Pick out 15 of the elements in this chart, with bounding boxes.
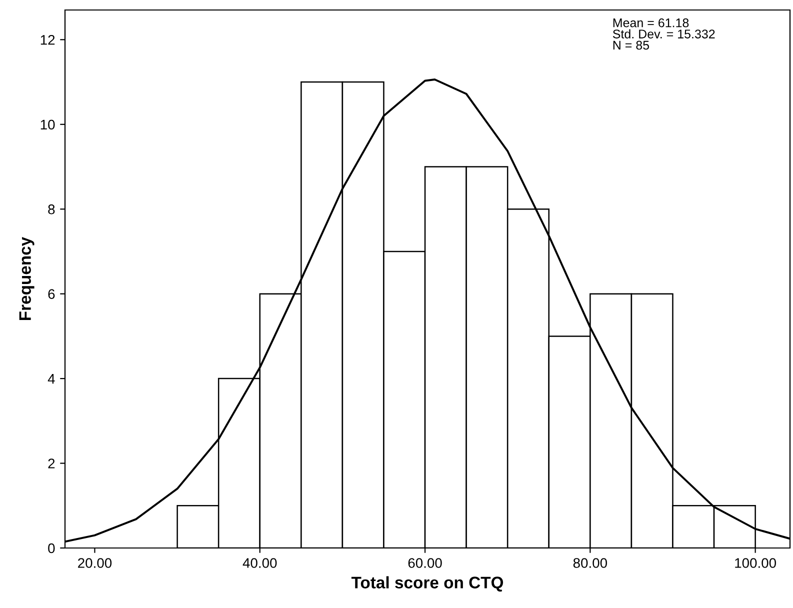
- y-tick-label: 8: [48, 204, 55, 214]
- x-tick-label: 100.00: [735, 558, 776, 568]
- x-tick-label: 60.00: [408, 558, 442, 568]
- y-tick-label: 12: [40, 34, 55, 45]
- x-tick-label: 80.00: [573, 558, 608, 568]
- x-tick-label: 20.00: [78, 558, 112, 568]
- x-tick-label: 40.00: [242, 558, 277, 568]
- y-axis-title: Frequency: [19, 236, 34, 320]
- x-axis-title: Total score on CTQ: [351, 576, 504, 592]
- y-tick-label: 2: [48, 458, 55, 468]
- annotation: Mean = 61.18 Std. Dev. = 15.332 N = 85: [612, 18, 715, 50]
- y-tick-label: 4: [48, 374, 55, 384]
- y-tick-label: 6: [48, 289, 55, 299]
- y-tick-label: 10: [40, 120, 55, 130]
- y-tick-label: 0: [48, 543, 55, 554]
